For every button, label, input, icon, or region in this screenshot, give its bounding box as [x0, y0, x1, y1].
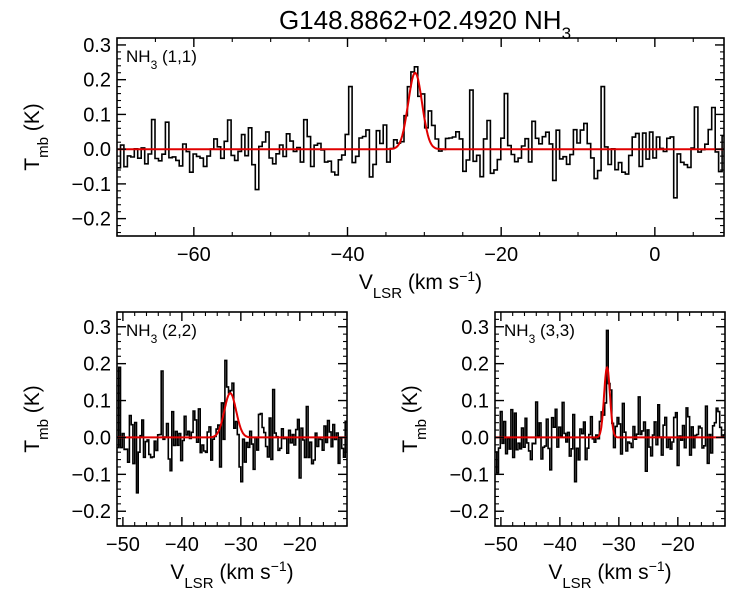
- y-tick-label: 0.0: [83, 139, 111, 161]
- panel-bottom-right: −50 −40 −30 −20 −0.2 −0.1 0.0 0.1 0.2 0.3 NH3 (3,3…: [399, 311, 726, 592]
- transition-label: NH3 (1,1): [126, 47, 197, 72]
- panel-top: −60 −40 −20 0 −0.2 −0.1 0.0 0.1 0.2 0.3 NH3 (1,1) V…: [21, 35, 725, 302]
- x-tick-label: −30: [224, 534, 258, 556]
- x-axis-label: VLSR (km s−1): [359, 268, 482, 302]
- x-tick-label: −40: [165, 534, 199, 556]
- y-tick-label: −0.1: [72, 174, 111, 196]
- y-tick-label: 0.3: [83, 35, 111, 57]
- y-axis-label: Tmb (K): [399, 385, 430, 453]
- plot-frame: [494, 311, 726, 527]
- x-tick-label: −20: [484, 244, 518, 266]
- x-tick-label: −50: [106, 534, 140, 556]
- spectrum-line: [495, 329, 725, 483]
- figure-title: G148.8862+02.4920 NH3: [279, 5, 571, 43]
- x-tick-label: −30: [602, 534, 636, 556]
- transition-label: NH3 (3,3): [504, 321, 575, 346]
- y-axis-label: Tmb (K): [21, 385, 52, 453]
- x-tick-label: −60: [177, 244, 211, 266]
- x-axis-label: VLSR (km s−1): [548, 558, 671, 592]
- y-tick-label: 0.3: [461, 317, 489, 339]
- spectrum-line: [117, 66, 724, 199]
- y-tick-label: 0.2: [83, 70, 111, 92]
- x-tick-label: 0: [649, 244, 660, 266]
- x-tick-label: −40: [331, 244, 365, 266]
- y-tick-label: −0.2: [72, 501, 111, 523]
- y-tick-label: −0.1: [450, 464, 489, 486]
- x-tick-label: −20: [283, 534, 317, 556]
- y-tick-label: −0.2: [72, 209, 111, 231]
- x-axis-label: VLSR (km s−1): [170, 558, 293, 592]
- y-tick-label: 0.2: [83, 354, 111, 376]
- x-tick-label: −20: [661, 534, 695, 556]
- y-tick-label: 0.0: [461, 427, 489, 449]
- y-tick-label: 0.2: [461, 354, 489, 376]
- spectrum-line: [117, 359, 347, 494]
- x-tick-label: −40: [543, 534, 577, 556]
- y-tick-label: 0.1: [461, 391, 489, 413]
- y-tick-label: 0.1: [83, 104, 111, 126]
- y-tick-label: 0.1: [83, 391, 111, 413]
- y-axis-label: Tmb (K): [21, 103, 52, 171]
- y-tick-label: 0.0: [83, 427, 111, 449]
- y-tick-label: −0.1: [72, 464, 111, 486]
- y-tick-label: −0.2: [450, 501, 489, 523]
- gaussian-fit-line: [495, 366, 725, 439]
- gaussian-fit-line: [117, 392, 347, 439]
- plot-frame: [116, 37, 725, 237]
- transition-label: NH3 (2,2): [126, 321, 197, 346]
- x-tick-label: −50: [484, 534, 518, 556]
- y-tick-label: 0.3: [83, 317, 111, 339]
- gaussian-fit-line: [117, 71, 724, 151]
- plot-frame: [116, 311, 348, 527]
- panel-bottom-left: −50 −40 −30 −20 −0.2 −0.1 0.0 0.1 0.2 0.3 NH3 (2,2…: [21, 311, 348, 592]
